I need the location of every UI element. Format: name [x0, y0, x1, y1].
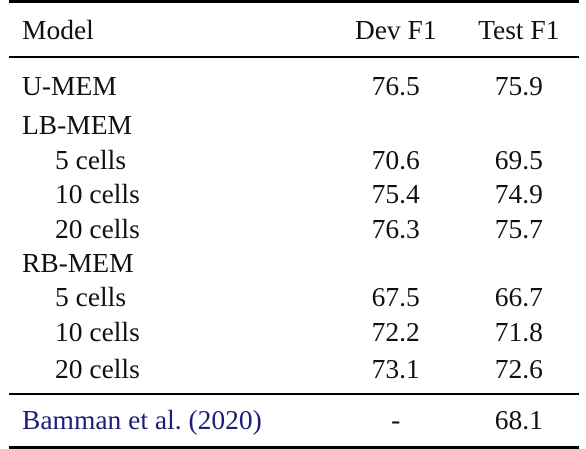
table-row-u-mem: U-MEM 76.5 75.9 [9, 57, 579, 108]
row-dev-f1: 75.4 [371, 178, 420, 210]
row-model: 10 cells [55, 315, 140, 347]
row-dev-f1: 70.6 [371, 143, 420, 175]
table-row-rb-10-cells: 10 cells 72.2 71.8 [9, 314, 579, 348]
row-dev-f1 [333, 246, 459, 280]
row-dev-f1 [333, 108, 459, 142]
row-dev-f1: 67.5 [371, 281, 420, 313]
row-dev-f1: 76.5 [371, 70, 420, 102]
row-test-f1 [459, 246, 579, 280]
table-row-group-lb-mem: LB-MEM [9, 108, 579, 142]
table-header-row: Model Dev F1 Test F1 [9, 0, 579, 58]
row-model: 20 cells [55, 352, 140, 384]
table-row-lb-5-cells: 5 cells 70.6 69.5 [9, 142, 579, 176]
row-model: 10 cells [55, 178, 140, 210]
row-model: 5 cells [55, 143, 127, 175]
row-dev-f1: 73.1 [371, 352, 420, 384]
table-row-rb-5-cells: 5 cells 67.5 66.7 [9, 280, 579, 314]
baseline-dev-f1: - [332, 392, 459, 449]
table-row-lb-10-cells: 10 cells 75.4 74.9 [9, 177, 579, 211]
row-test-f1: 72.6 [494, 352, 543, 384]
row-test-f1: 74.9 [494, 178, 543, 210]
header-model: Model [9, 0, 333, 58]
table-row-rb-20-cells: 20 cells 73.1 72.6 [9, 349, 579, 394]
citation-link[interactable]: Bamman et al. (2020) [22, 404, 262, 436]
row-test-f1 [459, 108, 579, 142]
row-test-f1: 75.9 [494, 70, 543, 102]
row-test-f1: 75.7 [494, 212, 543, 244]
row-dev-f1: 76.3 [371, 212, 420, 244]
baseline-test-f1: 68.1 [458, 392, 579, 449]
table-row-baseline: Bamman et al. (2020) - 68.1 [9, 392, 579, 449]
row-model: 20 cells [55, 212, 140, 244]
row-test-f1: 66.7 [494, 281, 543, 313]
table-row-group-rb-mem: RB-MEM [9, 246, 579, 280]
baseline-model: Bamman et al. (2020) [9, 392, 333, 449]
row-model: 5 cells [55, 281, 127, 313]
row-group-label: LB-MEM [22, 109, 132, 141]
header-dev-f1: Dev F1 [332, 0, 459, 58]
row-model: U-MEM [22, 70, 117, 102]
results-table: Model Dev F1 Test F1 U-MEM 76.5 75.9 LB-… [9, 0, 579, 449]
row-group-label: RB-MEM [22, 247, 134, 278]
table-row-lb-20-cells: 20 cells 76.3 75.7 [9, 211, 579, 245]
row-test-f1: 69.5 [494, 143, 543, 175]
header-test-f1: Test F1 [458, 0, 579, 58]
row-test-f1: 71.8 [494, 315, 543, 347]
row-dev-f1: 72.2 [371, 315, 420, 347]
